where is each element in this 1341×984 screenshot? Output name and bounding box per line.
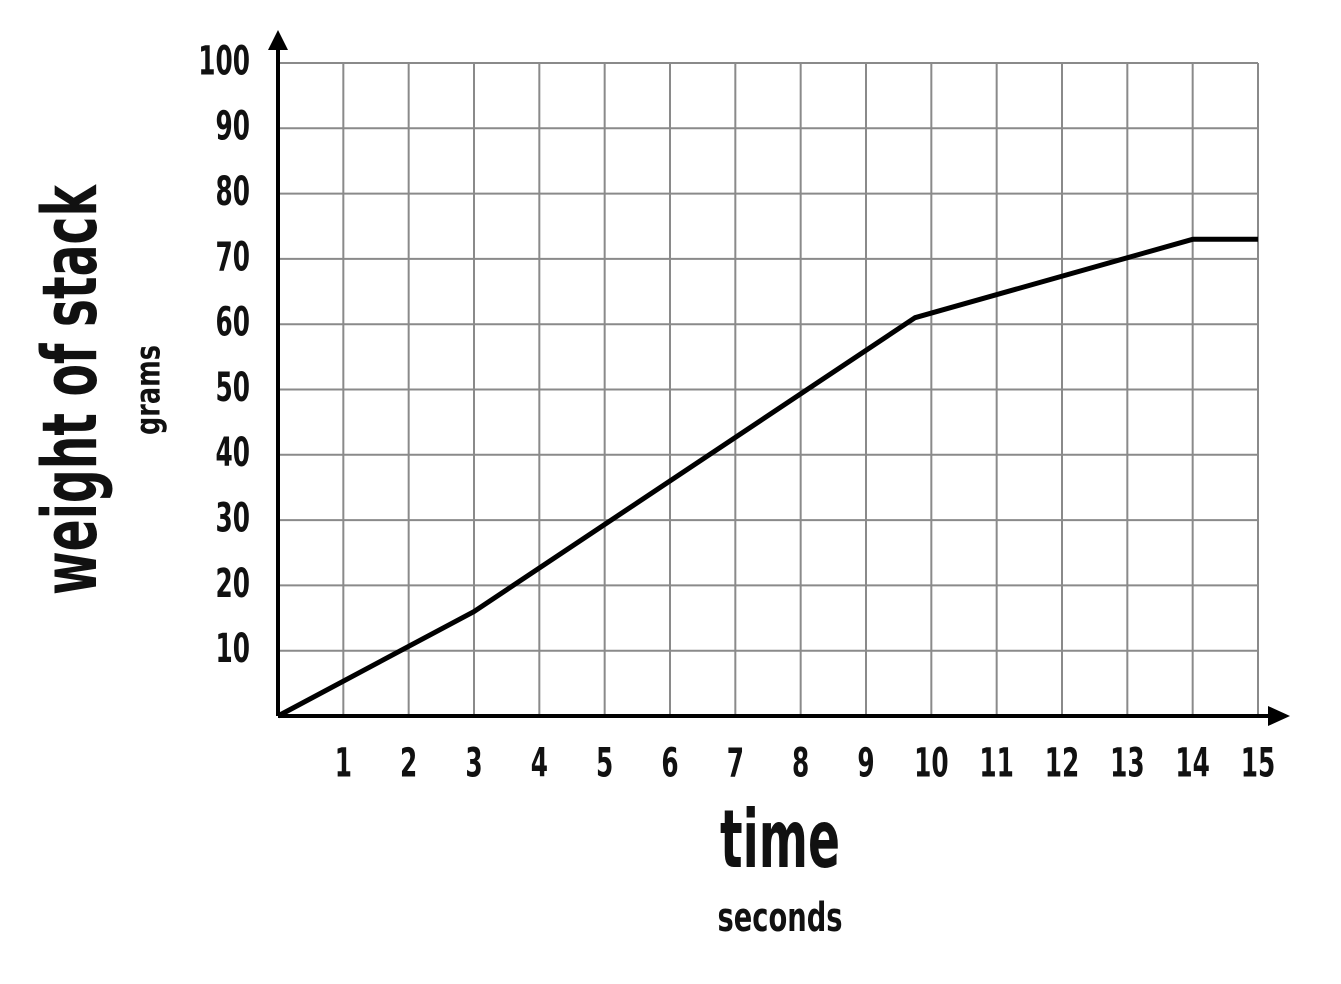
grid xyxy=(278,62,1259,716)
y-tick-label: 80 xyxy=(215,168,250,215)
x-tick-label: 13 xyxy=(1110,739,1145,786)
y-tick-label: 40 xyxy=(215,429,250,476)
x-tick-label: 10 xyxy=(914,739,949,786)
x-axis-arrow xyxy=(1268,706,1290,726)
y-tick-label: 50 xyxy=(215,364,250,411)
x-tick-label: 15 xyxy=(1241,739,1276,786)
x-tick-label: 6 xyxy=(661,739,678,786)
axes xyxy=(268,30,1290,726)
y-tick-label: 10 xyxy=(215,625,250,672)
x-tick-label: 14 xyxy=(1175,739,1210,786)
x-tick-label: 1 xyxy=(335,739,352,786)
y-tick-label: 70 xyxy=(215,233,250,280)
x-tick-label: 8 xyxy=(792,739,809,786)
x-tick-label: 5 xyxy=(596,739,613,786)
y-tick-label: 100 xyxy=(198,37,250,84)
x-axis-label: time xyxy=(720,793,840,886)
data-line xyxy=(276,236,1258,719)
y-tick-label: 60 xyxy=(215,298,250,345)
y-axis-label: weight of stack xyxy=(25,184,114,595)
x-tick-label: 12 xyxy=(1045,739,1080,786)
x-tick-label: 9 xyxy=(857,739,874,786)
x-tick-label: 2 xyxy=(400,739,417,786)
x-tick-label: 3 xyxy=(465,739,482,786)
x-tick-label: 7 xyxy=(727,739,744,786)
y-axis-unit: grams xyxy=(129,345,169,435)
y-tick-label: 90 xyxy=(215,102,250,149)
x-tick-label: 4 xyxy=(531,739,548,786)
y-axis-arrow xyxy=(268,30,288,50)
y-tick-label: 20 xyxy=(215,560,250,607)
y-tick-label: 30 xyxy=(215,494,250,541)
x-axis-unit: seconds xyxy=(718,895,843,941)
x-tick-label: 11 xyxy=(979,739,1014,786)
